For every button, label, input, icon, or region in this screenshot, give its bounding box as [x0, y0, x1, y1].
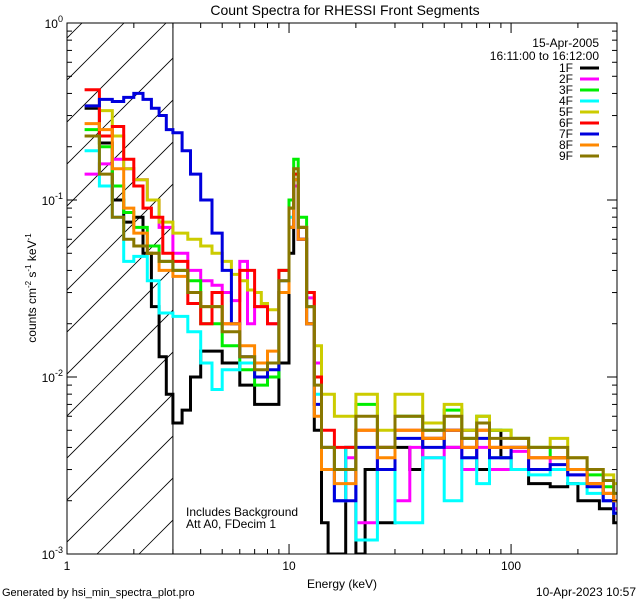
- footer-generated-by: Generated by hsi_min_spectra_plot.pro: [2, 587, 195, 599]
- series-line-1F: [84, 106, 617, 554]
- footer-timestamp: 10-Apr-2023 10:57: [536, 585, 636, 599]
- y-tick-label: 100: [45, 14, 63, 31]
- hatch-stroke: [67, 23, 167, 123]
- hatch-stroke: [67, 99, 173, 207]
- y-tick-labels: 10-3 10-2 10-1 100: [42, 14, 63, 562]
- x-tick-label: 100: [501, 559, 521, 573]
- plot-frame: [66, 22, 618, 555]
- legend-date: 15-Apr-2005: [532, 36, 599, 50]
- hatch-stroke: [67, 183, 173, 291]
- legend-label: 5F: [559, 105, 573, 119]
- x-axis-label: Energy (keV): [307, 577, 377, 591]
- legend: 15-Apr-2005 16:11:00 to 16:12:00 1F2F3F4…: [490, 36, 600, 163]
- y-tick-label: 10-3: [42, 545, 63, 562]
- legend-label: 8F: [559, 138, 573, 152]
- series-line-9F: [84, 134, 617, 495]
- series-line-5F: [84, 104, 617, 486]
- hatch-stroke: [601, 0, 640, 554]
- legend-label: 6F: [559, 116, 573, 130]
- y-tick-label: 10-2: [42, 368, 63, 385]
- hatch-stroke: [67, 351, 173, 459]
- series-lines: [84, 88, 617, 554]
- x-tick-label: 1: [64, 559, 71, 573]
- annotation-attenuator: Att A0, FDecim 1: [186, 517, 276, 531]
- legend-label: 3F: [559, 83, 573, 97]
- y-tick-label: 10-1: [42, 191, 63, 208]
- series-line-6F: [84, 88, 617, 503]
- axis-ticks: [66, 22, 618, 555]
- annotation-background: Includes Background: [186, 505, 298, 519]
- series-line-7F: [84, 91, 617, 515]
- legend-label: 7F: [559, 127, 573, 141]
- hatch-stroke: [67, 435, 173, 543]
- x-tick-labels: 1 10 100: [64, 559, 522, 573]
- legend-label: 1F: [559, 61, 573, 75]
- series-line-4F: [84, 149, 617, 542]
- hatch-stroke: [67, 393, 173, 501]
- chart-title: Count Spectra for RHESSI Front Segments: [210, 2, 479, 18]
- legend-label: 4F: [559, 94, 573, 108]
- y-axis-label: counts cm-2 s-1 keV-1: [24, 233, 39, 343]
- legend-time-range: 16:11:00 to 16:12:00: [490, 49, 600, 63]
- legend-label: 9F: [559, 149, 573, 163]
- x-tick-label: 10: [282, 559, 296, 573]
- legend-label: 2F: [559, 72, 573, 86]
